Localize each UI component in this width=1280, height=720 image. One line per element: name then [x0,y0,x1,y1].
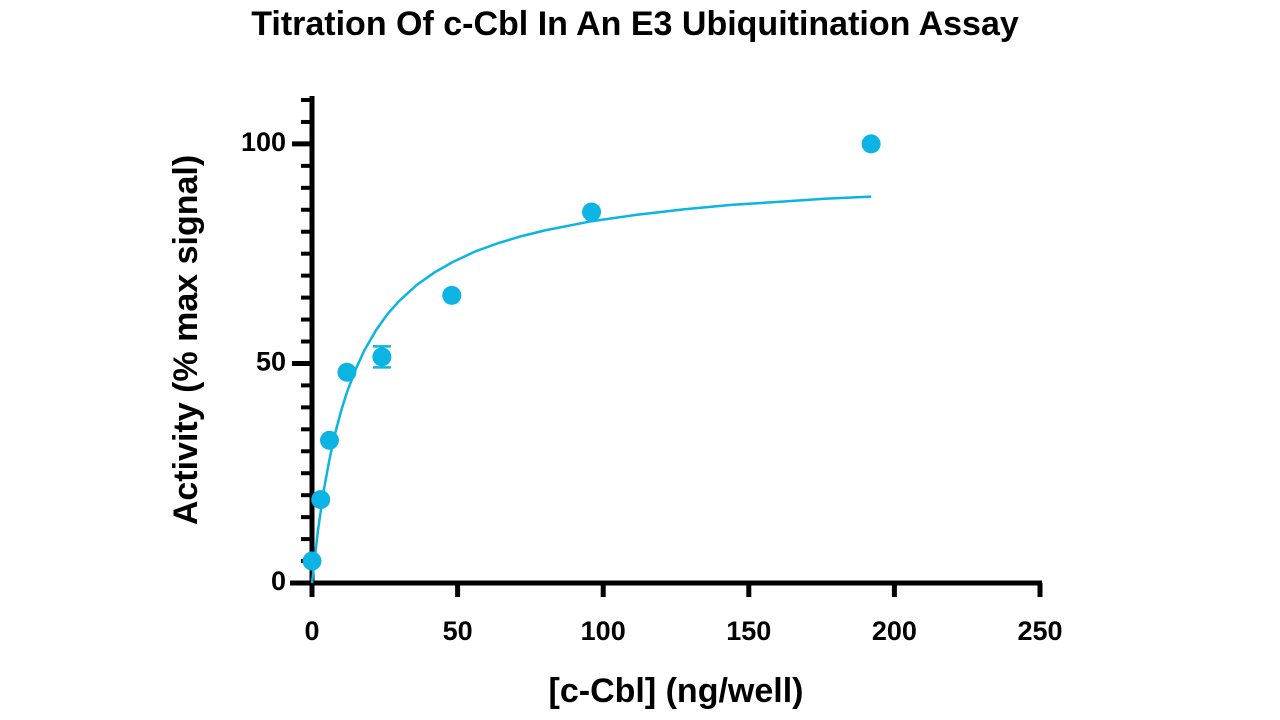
data-point [861,134,881,154]
x-tick-label: 200 [872,616,917,646]
x-tick-label: 0 [304,616,319,646]
chart-title: Titration Of c-Cbl In An E3 Ubiquitinati… [251,5,1019,43]
data-point [311,490,331,510]
data-point [582,202,602,222]
y-axis-title: Activity (% max signal) [167,155,205,525]
y-tick-label: 100 [241,127,286,157]
data-point [372,347,392,367]
x-tick-label: 50 [443,616,473,646]
x-tick-label: 250 [1017,616,1062,646]
data-point [302,551,322,571]
data-point [442,285,462,305]
data-point [337,362,357,382]
y-tick-label: 0 [271,566,286,596]
x-axis-title: [c-Cbl] (ng/well) [549,672,804,710]
y-tick-label: 50 [256,347,286,377]
x-tick-label: 150 [726,616,771,646]
data-point [319,430,339,450]
fit-curve [310,195,872,584]
x-tick-label: 100 [581,616,626,646]
